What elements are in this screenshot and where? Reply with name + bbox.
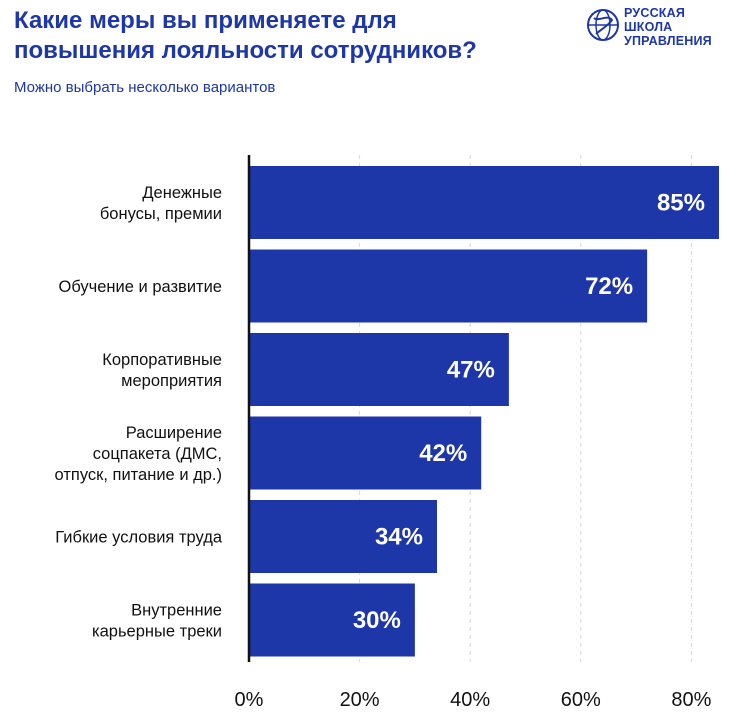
bar-value-label-5: 30% [353, 607, 401, 634]
bar-5 [249, 583, 415, 657]
category-label-line: соцпакета (ДМС, [93, 445, 222, 463]
logo: РУССКАЯ ШКОЛА УПРАВЛЕНИЯ [586, 4, 736, 52]
bar-value-label-2: 47% [447, 357, 495, 384]
x-tick-label-4: 80% [671, 689, 711, 711]
category-label-line: карьерные треки [92, 623, 222, 641]
category-label-line: мероприятия [121, 372, 222, 390]
category-label-line: бонусы, премии [100, 205, 222, 223]
category-label-5: Внутренние карьерные треки [92, 602, 222, 641]
category-label-2: Корпоративные мероприятия [102, 351, 222, 390]
chart-subtitle: Можно выбрать несколько вариантов [14, 79, 276, 96]
category-label-line: Расширение [126, 424, 222, 442]
bar-0 [249, 166, 719, 239]
category-label-line: Корпоративные [102, 351, 222, 369]
globe-emblem-icon [587, 9, 619, 41]
bar-value-label-0: 85% [657, 190, 705, 217]
category-label-3: Расширение соцпакета (ДМС, отпуск, питание… [55, 424, 222, 484]
bar-value-label-1: 72% [585, 273, 633, 300]
x-tick-label-2: 40% [450, 689, 490, 711]
bar-1 [249, 249, 648, 323]
category-label-1: Обучение и развитие [58, 278, 222, 296]
x-tick-label-1: 20% [340, 689, 380, 711]
chart-title: Какие меры вы применяете для повышения л… [14, 7, 477, 64]
x-tick-label-0: 0% [235, 689, 264, 711]
bar-value-label-3: 42% [419, 440, 467, 467]
bar-3 [249, 416, 482, 490]
bar-4 [249, 500, 437, 573]
bar-2 [249, 333, 509, 406]
category-label-0: Денежные бонусы, премии [100, 184, 222, 223]
category-label-line: отпуск, питание и др.) [55, 466, 222, 484]
category-label-line: Внутренние [131, 602, 222, 620]
category-label-4: Гибкие условия труда [55, 529, 223, 547]
category-label-line: Денежные [142, 184, 222, 202]
x-tick-label-3: 60% [561, 689, 601, 711]
bar-value-label-4: 34% [375, 524, 423, 551]
category-label-line: Обучение и развитие [58, 278, 222, 296]
category-label-line: Гибкие условия труда [55, 529, 223, 547]
logo-text: РУССКАЯ ШКОЛА УПРАВЛЕНИЯ [624, 6, 712, 48]
